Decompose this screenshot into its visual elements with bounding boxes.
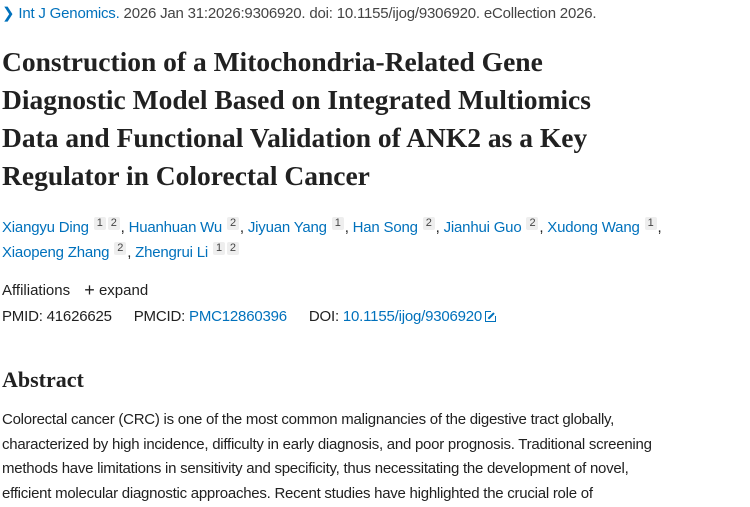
affiliation-number[interactable]: 1	[644, 217, 657, 230]
separator: ,	[344, 219, 353, 236]
author-link[interactable]: Huanhuan Wu	[128, 219, 223, 236]
affiliations: Affiliations + expand	[2, 280, 148, 301]
title-line: Regulator in Colorectal Cancer	[2, 160, 370, 191]
chevron-right-icon[interactable]: ❯	[2, 5, 15, 22]
author-link[interactable]: Jianhui Guo	[443, 219, 522, 236]
article-title: Construction of a Mitochondria-Related G…	[2, 43, 591, 195]
separator: ,	[657, 219, 662, 236]
affiliation-number[interactable]: 2	[107, 217, 120, 230]
affiliation-number[interactable]: 2	[526, 217, 539, 230]
author-link[interactable]: Xiangyu Ding	[2, 219, 89, 236]
affiliation-number[interactable]: 2	[226, 242, 239, 255]
abstract-line: efficient molecular diagnostic approache…	[2, 485, 593, 503]
pmid-label: PMID:	[2, 308, 43, 325]
separator: ,	[120, 219, 129, 236]
doi-label: DOI:	[308, 308, 339, 325]
pmcid-label: PMCID:	[133, 308, 186, 325]
citation-details: 2026 Jan 31:2026:9306920. doi: 10.1155/i…	[123, 5, 597, 22]
abstract-line: methods have limitations in sensitivity …	[2, 460, 629, 478]
title-line: Data and Functional Validation of ANK2 a…	[2, 122, 588, 153]
affiliation-number[interactable]: 2	[226, 217, 239, 230]
expand-affiliations-button[interactable]: + expand	[74, 280, 149, 300]
author-link[interactable]: Han Song	[352, 219, 418, 236]
affiliation-number[interactable]: 1	[212, 242, 225, 255]
author-link[interactable]: Jiyuan Yang	[247, 219, 327, 236]
doi-link[interactable]: 10.1155/ijog/9306920	[342, 308, 483, 325]
external-link-icon[interactable]	[485, 310, 498, 322]
affiliation-number[interactable]: 2	[422, 217, 435, 230]
abstract-line: Colorectal cancer (CRC) is one of the mo…	[2, 411, 615, 428]
separator: ,	[239, 219, 248, 236]
separator: ,	[539, 219, 548, 236]
pmcid-link[interactable]: PMC12860396	[189, 308, 287, 325]
plus-icon: +	[84, 280, 95, 300]
affiliation-number[interactable]: 1	[331, 217, 344, 230]
affiliation-number[interactable]: 1	[93, 217, 106, 230]
citation-line: ❯ Int J Genomics. 2026 Jan 31:2026:930692…	[2, 4, 597, 22]
identifiers: PMID: 41626625 PMCID: PMC12860396 DOI: 1…	[2, 308, 498, 325]
abstract-line: characterized by high incidence, difficu…	[2, 435, 652, 453]
affiliation-number[interactable]: 2	[114, 242, 127, 255]
title-line: Construction of a Mitochondria-Related G…	[2, 46, 543, 77]
journal-link[interactable]: Int J Genomics.	[18, 5, 120, 22]
pmid-value: 41626625	[46, 308, 112, 325]
abstract-heading: Abstract	[2, 367, 84, 392]
separator: ,	[435, 219, 444, 236]
abstract-text: Colorectal cancer (CRC) is one of the mo…	[2, 408, 652, 507]
author-link[interactable]: Xiaopeng Zhang	[2, 244, 110, 261]
author-link[interactable]: Zhengrui Li	[135, 244, 208, 261]
author-link[interactable]: Xudong Wang	[547, 219, 640, 236]
affiliations-label: Affiliations	[2, 282, 71, 299]
separator: ,	[127, 244, 136, 261]
title-line: Diagnostic Model Based on Integrated Mul…	[2, 84, 591, 115]
expand-label: expand	[98, 282, 149, 299]
